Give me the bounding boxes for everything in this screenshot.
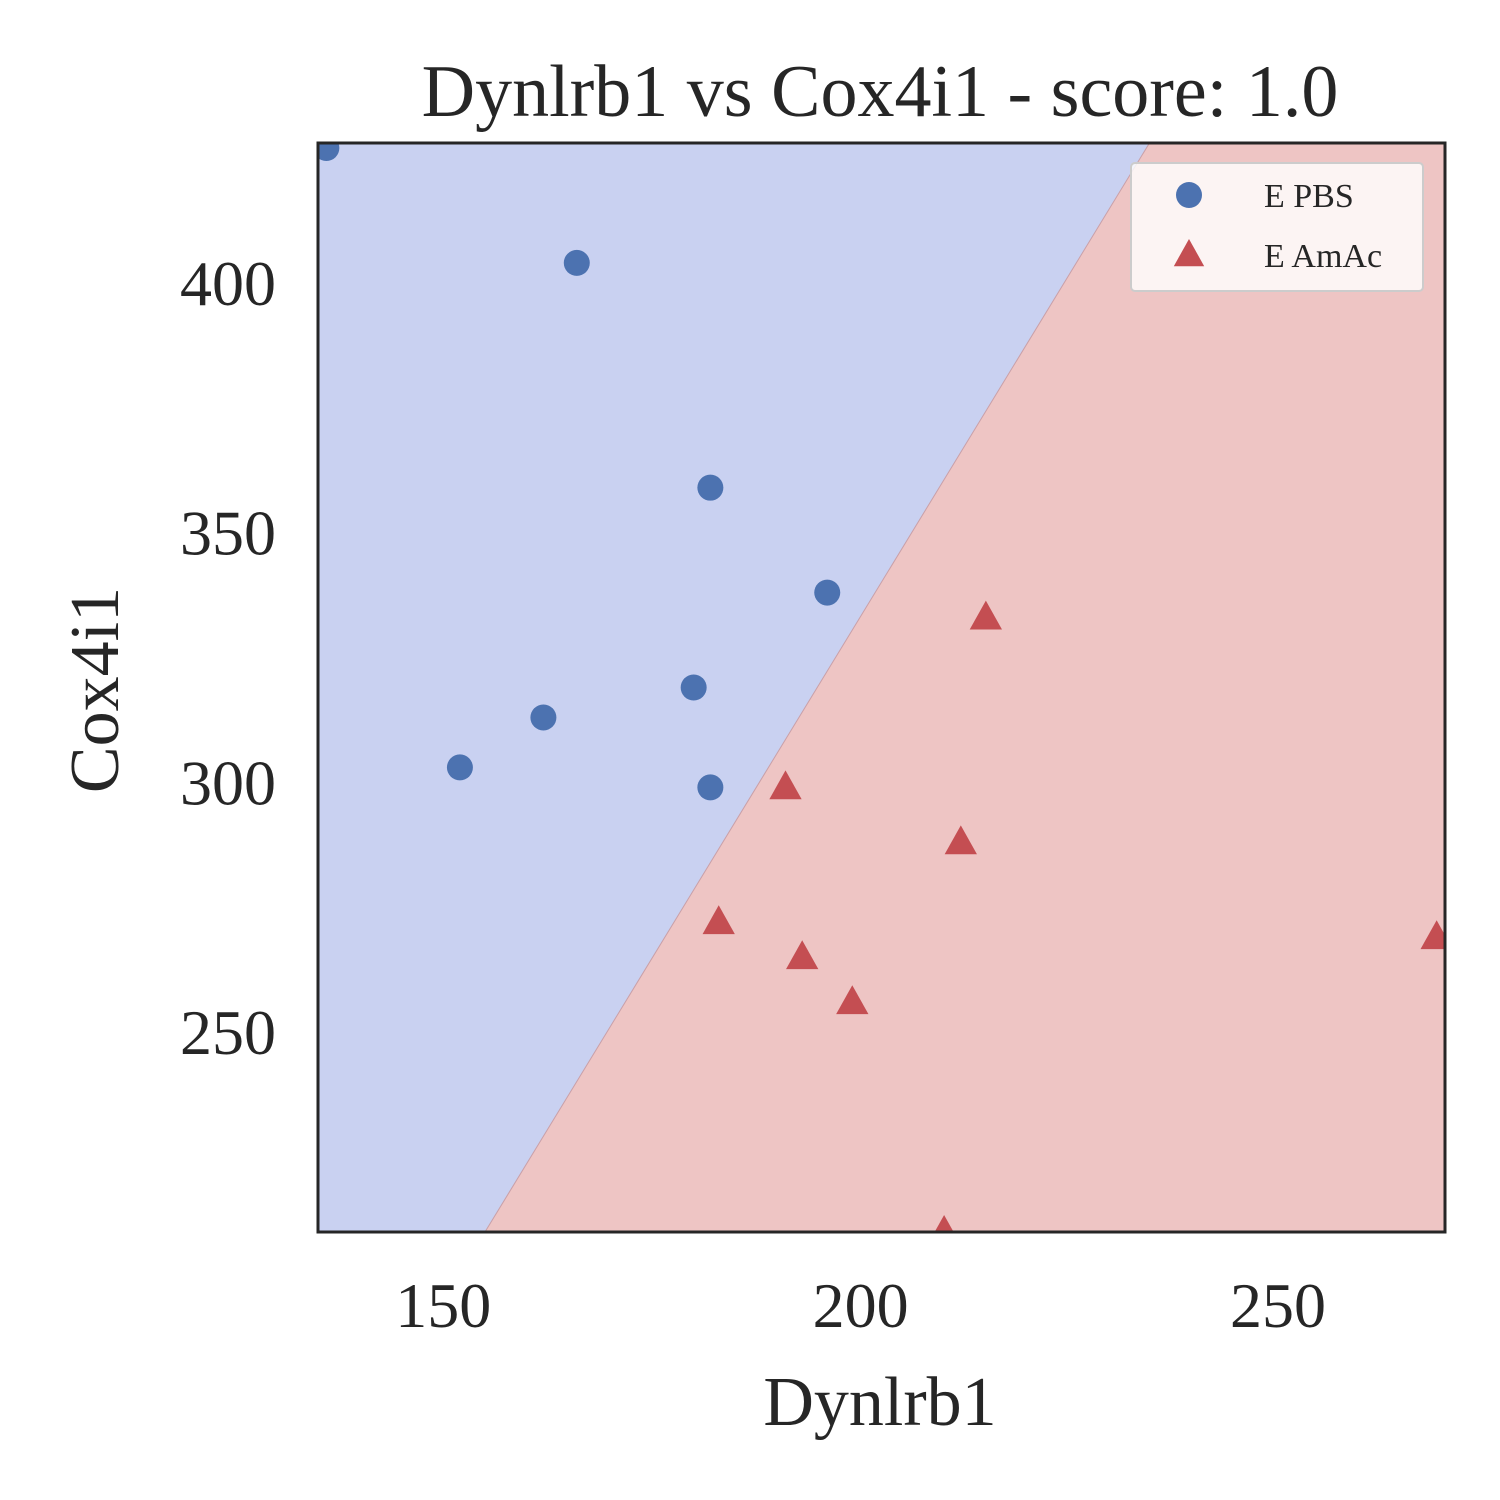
point-e-pbs-4 — [680, 674, 707, 701]
data-points — [318, 143, 1445, 1232]
point-e-amac-1 — [769, 770, 802, 800]
point-e-amac-2 — [944, 825, 977, 855]
y-tick-label-300: 300 — [180, 747, 276, 818]
point-e-pbs-3 — [814, 579, 841, 606]
y-axis-label: Cox4i1 — [57, 587, 134, 793]
legend-label-e-pbs: E PBS — [1264, 178, 1354, 215]
point-e-amac-0 — [969, 600, 1003, 630]
plot-area — [316, 141, 1447, 1234]
point-e-amac-4 — [786, 940, 819, 970]
region-e-amac — [484, 143, 1445, 1232]
plot-frame — [316, 141, 1447, 1234]
point-e-pbs-5 — [530, 704, 557, 731]
point-e-pbs-7 — [697, 774, 724, 801]
y-tick-label-350: 350 — [180, 498, 276, 569]
region-e-pbs — [318, 143, 1150, 1232]
chart-title: Dynlrb1 vs Cox4i1 - score: 1.0 — [422, 51, 1339, 133]
point-e-amac-6 — [1420, 920, 1445, 950]
point-e-pbs-0 — [318, 143, 340, 161]
y-tick-label-400: 400 — [180, 248, 276, 319]
point-e-pbs-2 — [697, 474, 724, 501]
point-e-amac-7 — [934, 1215, 954, 1232]
x-axis-label: Dynlrb1 — [763, 1364, 996, 1441]
legend-label-e-amac: E AmAc — [1264, 238, 1382, 275]
point-e-pbs-1 — [563, 249, 590, 276]
y-tick-label-250: 250 — [180, 997, 276, 1068]
legend: E PBS E AmAc — [1130, 162, 1424, 292]
x-tick-label-200: 200 — [813, 1270, 909, 1341]
point-e-amac-3 — [702, 905, 735, 935]
y-axis-ticks: 250 300 350 400 — [180, 248, 276, 1068]
decision-regions — [318, 143, 1445, 1232]
x-tick-label-150: 150 — [395, 1270, 491, 1341]
x-axis-ticks: 150 200 250 — [395, 1270, 1326, 1341]
legend-marker-e-pbs — [1176, 182, 1202, 208]
point-e-amac-5 — [836, 985, 869, 1015]
point-e-pbs-6 — [446, 754, 473, 781]
x-tick-label-250: 250 — [1230, 1270, 1326, 1341]
decision-boundary-line — [484, 143, 1150, 1232]
legend-box — [1130, 162, 1424, 292]
legend-marker-e-amac — [1173, 239, 1205, 267]
